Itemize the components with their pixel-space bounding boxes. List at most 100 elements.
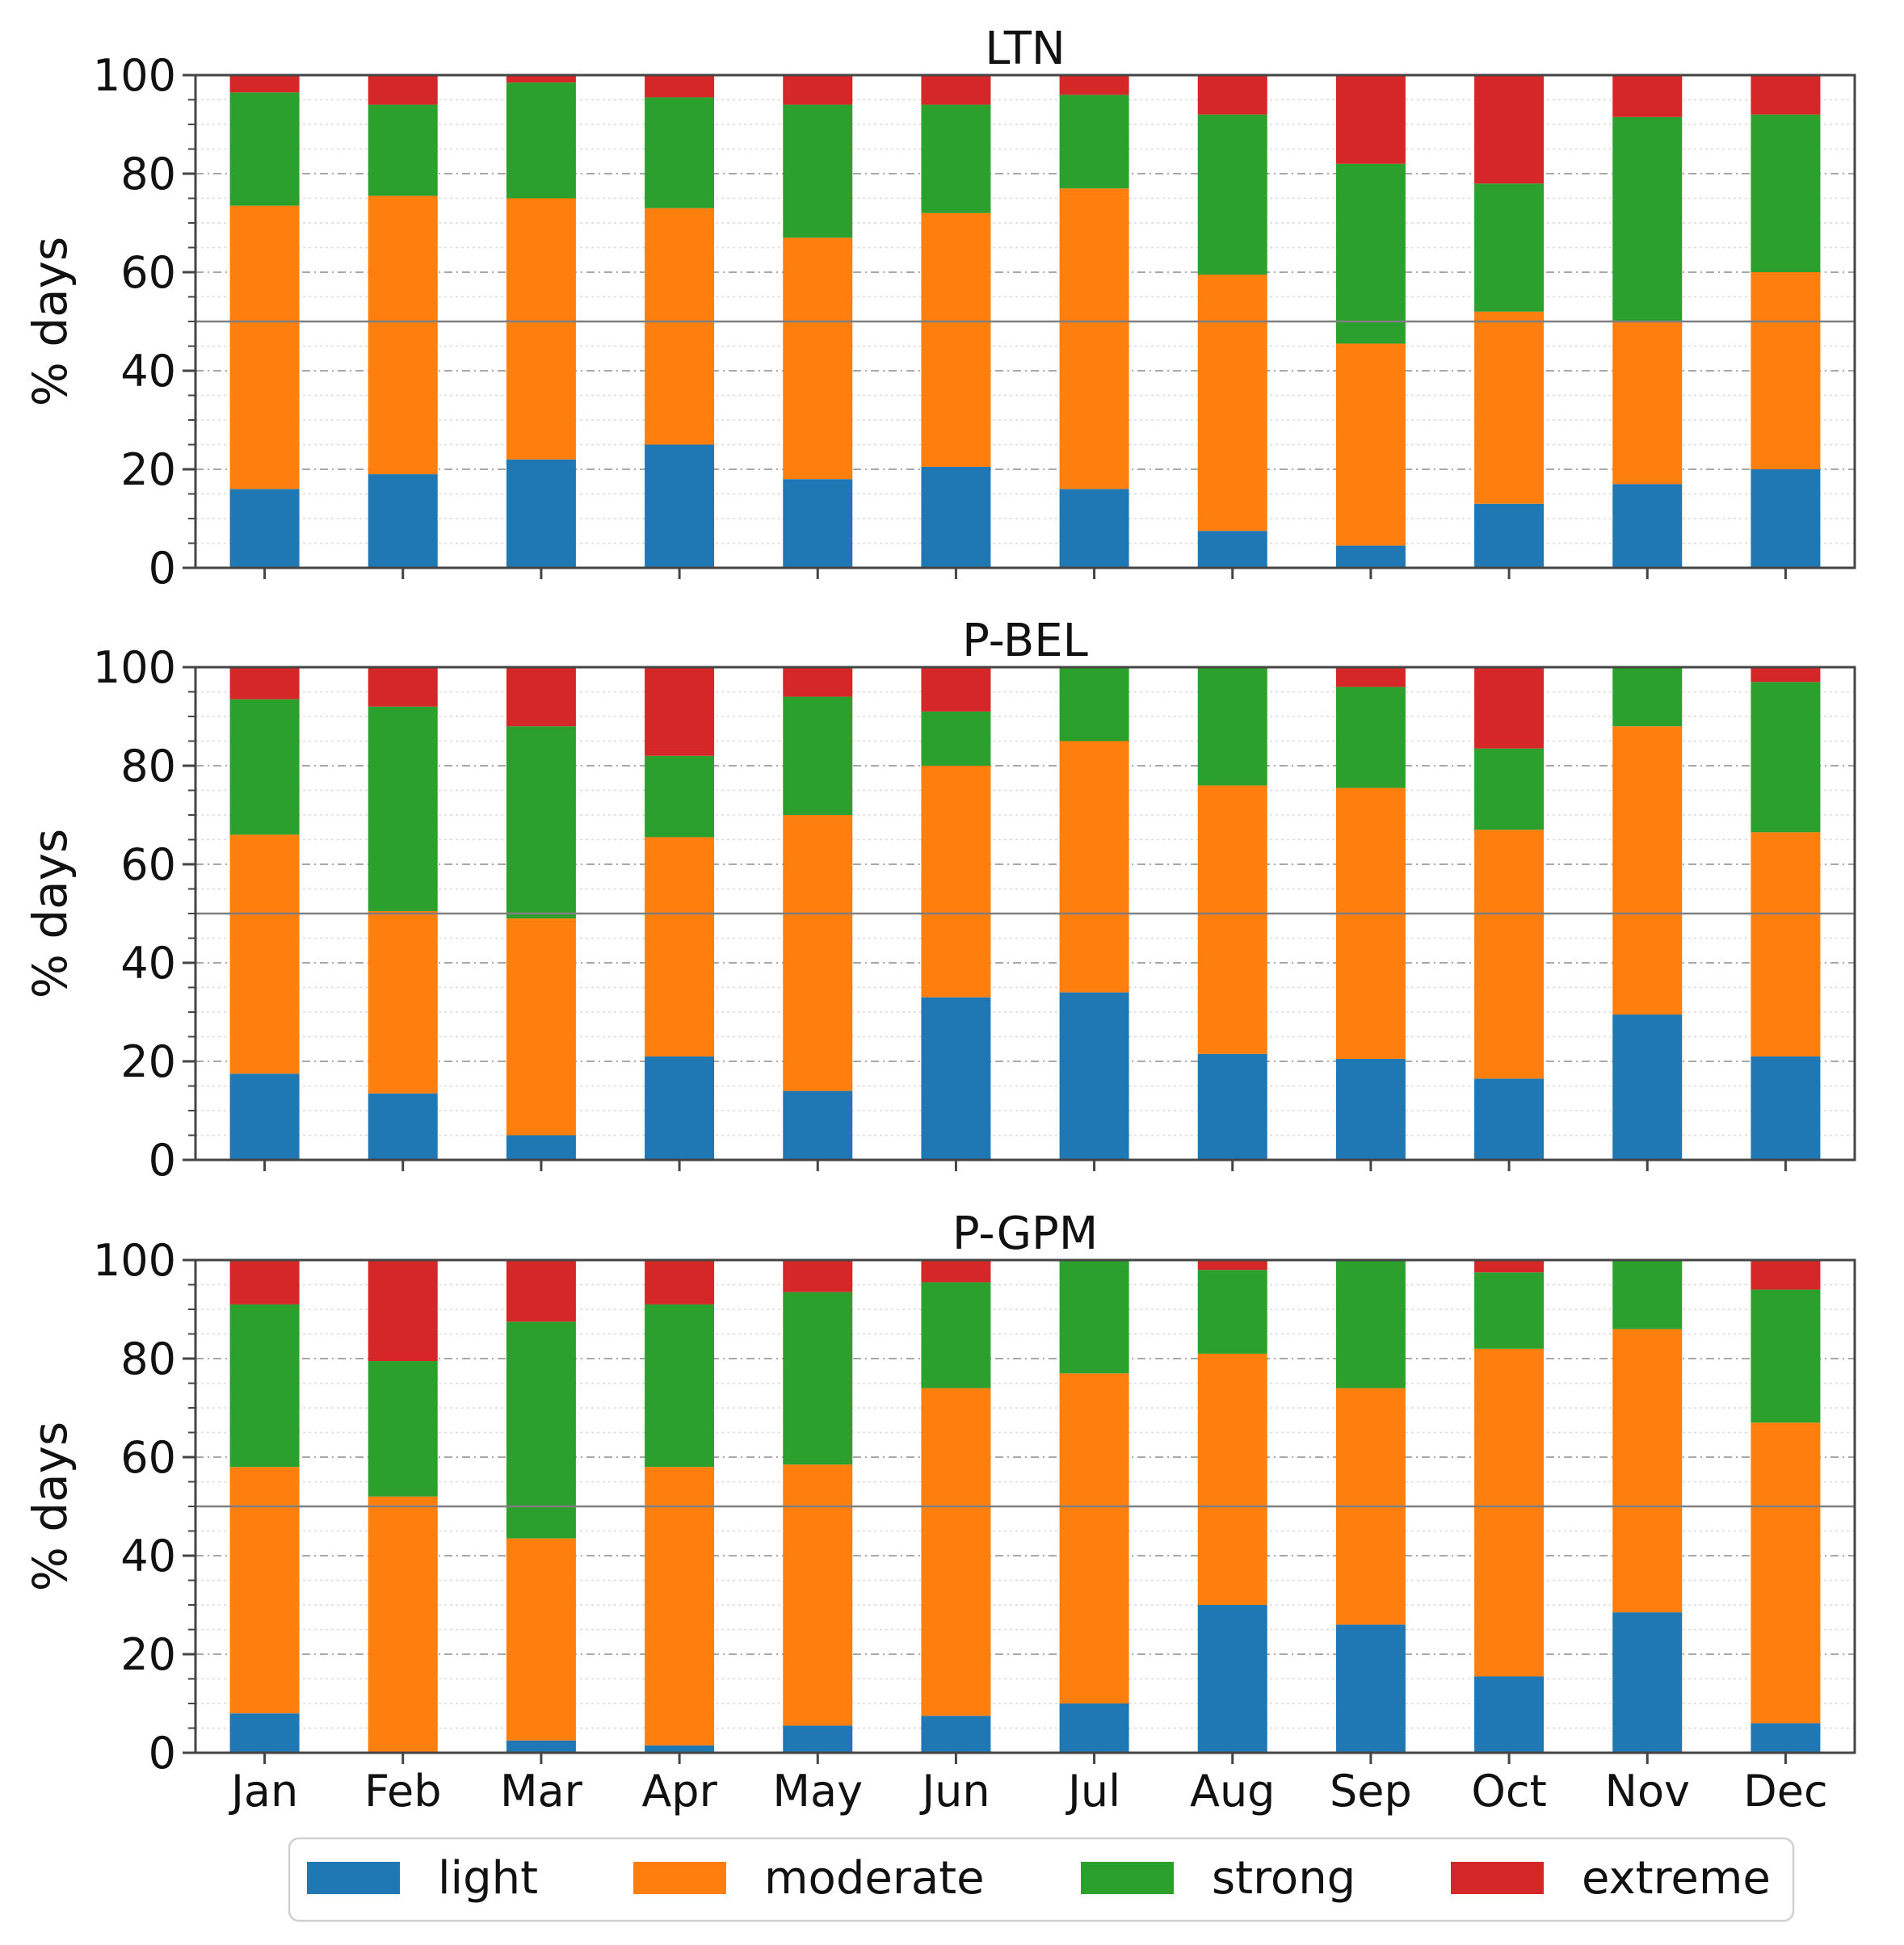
bar-moderate-may	[783, 1464, 853, 1726]
bar-strong-mar	[506, 1321, 576, 1539]
bar-extreme-jun	[921, 75, 991, 105]
bar-moderate-dec	[1751, 272, 1821, 469]
bar-extreme-may	[783, 667, 853, 697]
bar-light-oct	[1474, 503, 1545, 568]
bar-moderate-jun	[921, 212, 991, 467]
bar-moderate-jul	[1059, 741, 1129, 993]
legend-swatch-strong	[1081, 1862, 1174, 1894]
bar-strong-feb	[368, 706, 438, 911]
bar-extreme-feb	[368, 75, 438, 105]
y-axis-label: % days	[23, 1422, 78, 1591]
bar-strong-mar	[506, 726, 576, 919]
bar-moderate-dec	[1751, 832, 1821, 1057]
x-tick-label: Jan	[229, 1766, 298, 1817]
x-tick-label: Jun	[919, 1766, 990, 1817]
y-tick-label: 20	[120, 1629, 176, 1680]
bar-moderate-oct	[1474, 830, 1545, 1079]
bar-strong-apr	[645, 755, 715, 838]
x-tick-label: Oct	[1471, 1766, 1546, 1817]
bar-extreme-jan	[229, 75, 300, 93]
bar-extreme-oct	[1474, 75, 1545, 184]
panel-title: P-GPM	[952, 1208, 1098, 1260]
bar-light-sep	[1335, 1624, 1406, 1753]
bar-light-sep	[1335, 1058, 1406, 1160]
y-tick-label: 20	[120, 444, 176, 495]
bar-moderate-jan	[229, 834, 300, 1074]
bar-light-aug	[1197, 1053, 1267, 1160]
bar-strong-jul	[1059, 95, 1129, 189]
x-tick-label: Aug	[1190, 1766, 1275, 1817]
bar-light-apr	[645, 1745, 715, 1753]
panel-ltn: 0 20 40 60 80 100 LTN % days	[23, 23, 1856, 594]
bar-extreme-sep	[1335, 667, 1406, 687]
bar-light-jan	[229, 489, 300, 568]
bar-light-feb	[368, 1093, 438, 1160]
bar-light-aug	[1197, 531, 1267, 568]
panel-title: LTN	[985, 23, 1065, 75]
bar-strong-dec	[1751, 682, 1821, 833]
bar-strong-oct	[1474, 183, 1545, 312]
bar-moderate-oct	[1474, 1348, 1545, 1677]
bar-extreme-oct	[1474, 1260, 1545, 1273]
legend-box	[288, 1837, 1795, 1922]
x-tick-label: Mar	[500, 1766, 583, 1817]
bar-strong-mar	[506, 82, 576, 199]
y-tick-label: 60	[120, 247, 176, 298]
bar-moderate-jan	[229, 1467, 300, 1714]
bar-light-nov	[1612, 484, 1683, 568]
bar-extreme-aug	[1197, 75, 1267, 115]
bar-moderate-feb	[368, 195, 438, 475]
bar-light-oct	[1474, 1078, 1545, 1160]
bar-strong-dec	[1751, 1289, 1821, 1423]
bar-light-dec	[1751, 1056, 1821, 1160]
bar-extreme-mar	[506, 1260, 576, 1322]
bar-extreme-feb	[368, 1260, 438, 1362]
y-tick-label: 40	[120, 346, 176, 397]
y-tick-label: 80	[120, 741, 176, 792]
y-tick-label: 80	[120, 1334, 176, 1384]
y-axis-label: % days	[23, 829, 78, 998]
bar-extreme-oct	[1474, 667, 1545, 749]
y-tick-label: 40	[120, 938, 176, 989]
bar-light-may	[783, 479, 853, 568]
bar-light-feb	[368, 474, 438, 568]
y-tick-label: 40	[120, 1531, 176, 1582]
bar-moderate-may	[783, 815, 853, 1091]
bar-extreme-may	[783, 1260, 853, 1292]
y-tick-label: 0	[149, 1135, 176, 1186]
bar-extreme-apr	[645, 75, 715, 98]
y-tick-label: 60	[120, 839, 176, 890]
bar-strong-jan	[229, 699, 300, 835]
legend-label-moderate: moderate	[764, 1852, 985, 1905]
bar-strong-aug	[1197, 114, 1267, 275]
y-tick-label: 20	[120, 1036, 176, 1087]
bar-light-jun	[921, 1716, 991, 1753]
bar-light-jun	[921, 997, 991, 1160]
y-tick-label: 100	[93, 642, 176, 693]
bar-light-sep	[1335, 545, 1406, 568]
bar-light-nov	[1612, 1015, 1683, 1160]
bar-extreme-aug	[1197, 1260, 1267, 1271]
legend: light moderate strong extreme	[288, 1837, 1795, 1922]
bar-light-apr	[645, 1056, 715, 1160]
bar-moderate-mar	[506, 1538, 576, 1741]
legend-swatch-light	[307, 1862, 400, 1894]
bar-strong-sep	[1335, 1260, 1406, 1388]
y-tick-label: 60	[120, 1432, 176, 1483]
x-tick-label: Feb	[364, 1766, 442, 1817]
bar-strong-apr	[645, 97, 715, 208]
bar-extreme-apr	[645, 1260, 715, 1304]
x-tick-label: Dec	[1743, 1766, 1828, 1817]
bar-moderate-may	[783, 237, 853, 480]
bar-strong-may	[783, 696, 853, 815]
bar-extreme-sep	[1335, 75, 1406, 164]
bar-strong-oct	[1474, 1272, 1545, 1349]
bar-strong-sep	[1335, 687, 1406, 788]
bar-moderate-jun	[921, 766, 991, 998]
bar-extreme-dec	[1751, 1260, 1821, 1290]
bar-extreme-jun	[921, 1260, 991, 1283]
x-tick-label: May	[772, 1766, 863, 1817]
bar-strong-jun	[921, 104, 991, 213]
panel-p-bel: 0 20 40 60 80 100 P-BEL % days	[23, 615, 1856, 1186]
bar-extreme-nov	[1612, 75, 1683, 117]
